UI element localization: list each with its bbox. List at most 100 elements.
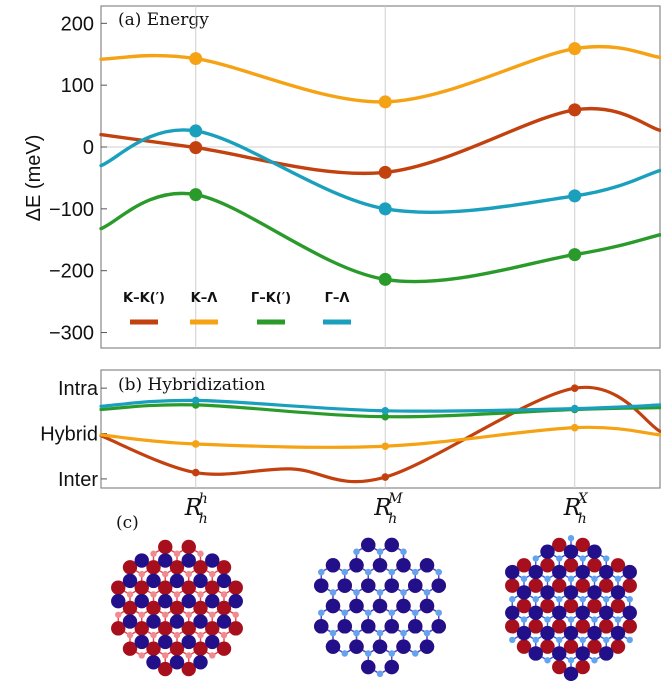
lattice-small-site [626, 636, 633, 644]
lattice-large-site [146, 560, 161, 575]
lattice-large-site [505, 578, 520, 593]
lattice-small-site [376, 548, 384, 555]
lattice-small-site [220, 591, 228, 598]
lattice-small-site [138, 570, 145, 578]
lattice-large-site [575, 646, 590, 661]
lattice-small-site [603, 596, 610, 603]
energy-legend: K–K(′) K–Λ Γ–K(′) Γ–Λ [123, 291, 351, 325]
lattice-small-site [423, 589, 431, 596]
lattice-large-site [205, 634, 220, 650]
lattice-structures [111, 534, 637, 681]
lattice-small-site [341, 650, 348, 657]
lattice-small-site [412, 650, 419, 657]
lattice-large-site [622, 564, 637, 580]
lattice-large-site [146, 614, 161, 629]
lattice-large-site [563, 585, 579, 600]
energy-data-point [189, 124, 203, 138]
lattice-small-site [567, 534, 575, 542]
lattice-small-site [162, 570, 169, 578]
lattice-small-site [567, 657, 575, 664]
lattice-large-site [528, 619, 543, 634]
lattice-large-site [158, 634, 173, 650]
energy-data-point [378, 95, 392, 109]
lattice-large-site [193, 614, 208, 629]
lattice-large-site [314, 619, 329, 634]
energy-series-line [99, 106, 661, 176]
lattice-small-site [376, 629, 384, 637]
lattice-large-site [563, 639, 579, 654]
lattice-large-site [540, 598, 555, 614]
lattice-large-site [622, 619, 637, 634]
lattice-large-site [516, 585, 532, 600]
lattice-small-site [150, 591, 157, 598]
lattice-small-site [341, 568, 348, 576]
lattice-large-site [575, 578, 590, 593]
lattice-large-site [361, 578, 376, 593]
lattice-large-site [134, 634, 149, 650]
lattice-large-site [552, 605, 567, 620]
lattice-large-site [122, 614, 138, 629]
lattice-small-site [579, 596, 586, 603]
lattice-large-site [552, 578, 567, 593]
lattice-large-site [134, 594, 149, 609]
lattice-large-site [528, 605, 543, 620]
lattice-large-site [419, 598, 435, 614]
lattice-small-site [353, 548, 360, 555]
lattice-large-site [122, 641, 138, 656]
lattice-structure [505, 534, 637, 681]
lattice-large-site [610, 639, 626, 654]
lattice-large-site [216, 573, 232, 589]
lattice-large-site [587, 598, 602, 614]
lattice-small-site [435, 568, 442, 576]
energy-y-tick-label: 200 [61, 13, 94, 35]
lattice-large-site [587, 558, 602, 573]
stacking-label-subscript: h [578, 511, 587, 527]
legend-entry-label: K–Λ [191, 291, 218, 306]
lattice-structure [111, 539, 243, 677]
lattice-large-site [528, 564, 543, 580]
lattice-large-site [193, 560, 208, 575]
lattice-large-site [122, 600, 138, 616]
lattice-large-site [575, 605, 590, 620]
legend-entry-label: Γ–Λ [325, 291, 350, 306]
lattice-small-site [173, 550, 181, 557]
energy-y-tick-label: 0 [83, 137, 94, 159]
lattice-small-site [138, 652, 145, 659]
lattice-large-site [563, 625, 579, 641]
lattice-large-site [169, 614, 185, 629]
lattice-large-site [552, 619, 567, 634]
lattice-small-site [435, 609, 442, 616]
lattice-large-site [158, 539, 173, 555]
lattice-small-site [318, 568, 325, 576]
energy-data-point [378, 165, 392, 179]
lattice-large-site [181, 594, 196, 609]
lattice-large-site [505, 605, 520, 620]
lattice-small-site [126, 591, 134, 598]
lattice-large-site [146, 641, 161, 656]
lattice-large-site [111, 594, 126, 609]
lattice-large-site [111, 580, 126, 595]
lattice-small-site [341, 609, 348, 616]
energy-y-axis-label: ΔE (meV) [23, 135, 45, 222]
lattice-small-site [400, 589, 407, 596]
energy-data-point [189, 52, 203, 66]
lattice-large-site [408, 578, 423, 593]
lattice-large-site [228, 580, 243, 595]
lattice-small-site [365, 609, 372, 616]
stacking-label: Rhh [184, 491, 208, 527]
lattice-large-site [587, 625, 602, 641]
lattice-small-site [388, 650, 395, 657]
lattice-small-site [579, 636, 586, 644]
lattice-small-site [532, 636, 539, 644]
hybridization-data-point [381, 473, 390, 481]
energy-y-tick-label: −200 [49, 261, 94, 283]
lattice-small-site [591, 657, 598, 664]
lattice-small-site [232, 611, 239, 618]
lattice-small-site [185, 652, 192, 659]
lattice-large-site [158, 621, 173, 636]
lattice-structure [314, 537, 446, 678]
lattice-large-site [193, 641, 208, 656]
hybridization-data-point [381, 442, 390, 451]
lattice-large-site [540, 625, 555, 641]
lattice-small-site [532, 596, 539, 603]
